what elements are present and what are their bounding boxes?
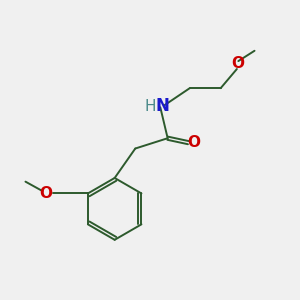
Text: N: N	[156, 97, 170, 115]
Text: O: O	[232, 56, 244, 71]
Text: O: O	[40, 186, 52, 201]
Text: O: O	[188, 135, 201, 150]
Text: H: H	[145, 99, 156, 114]
